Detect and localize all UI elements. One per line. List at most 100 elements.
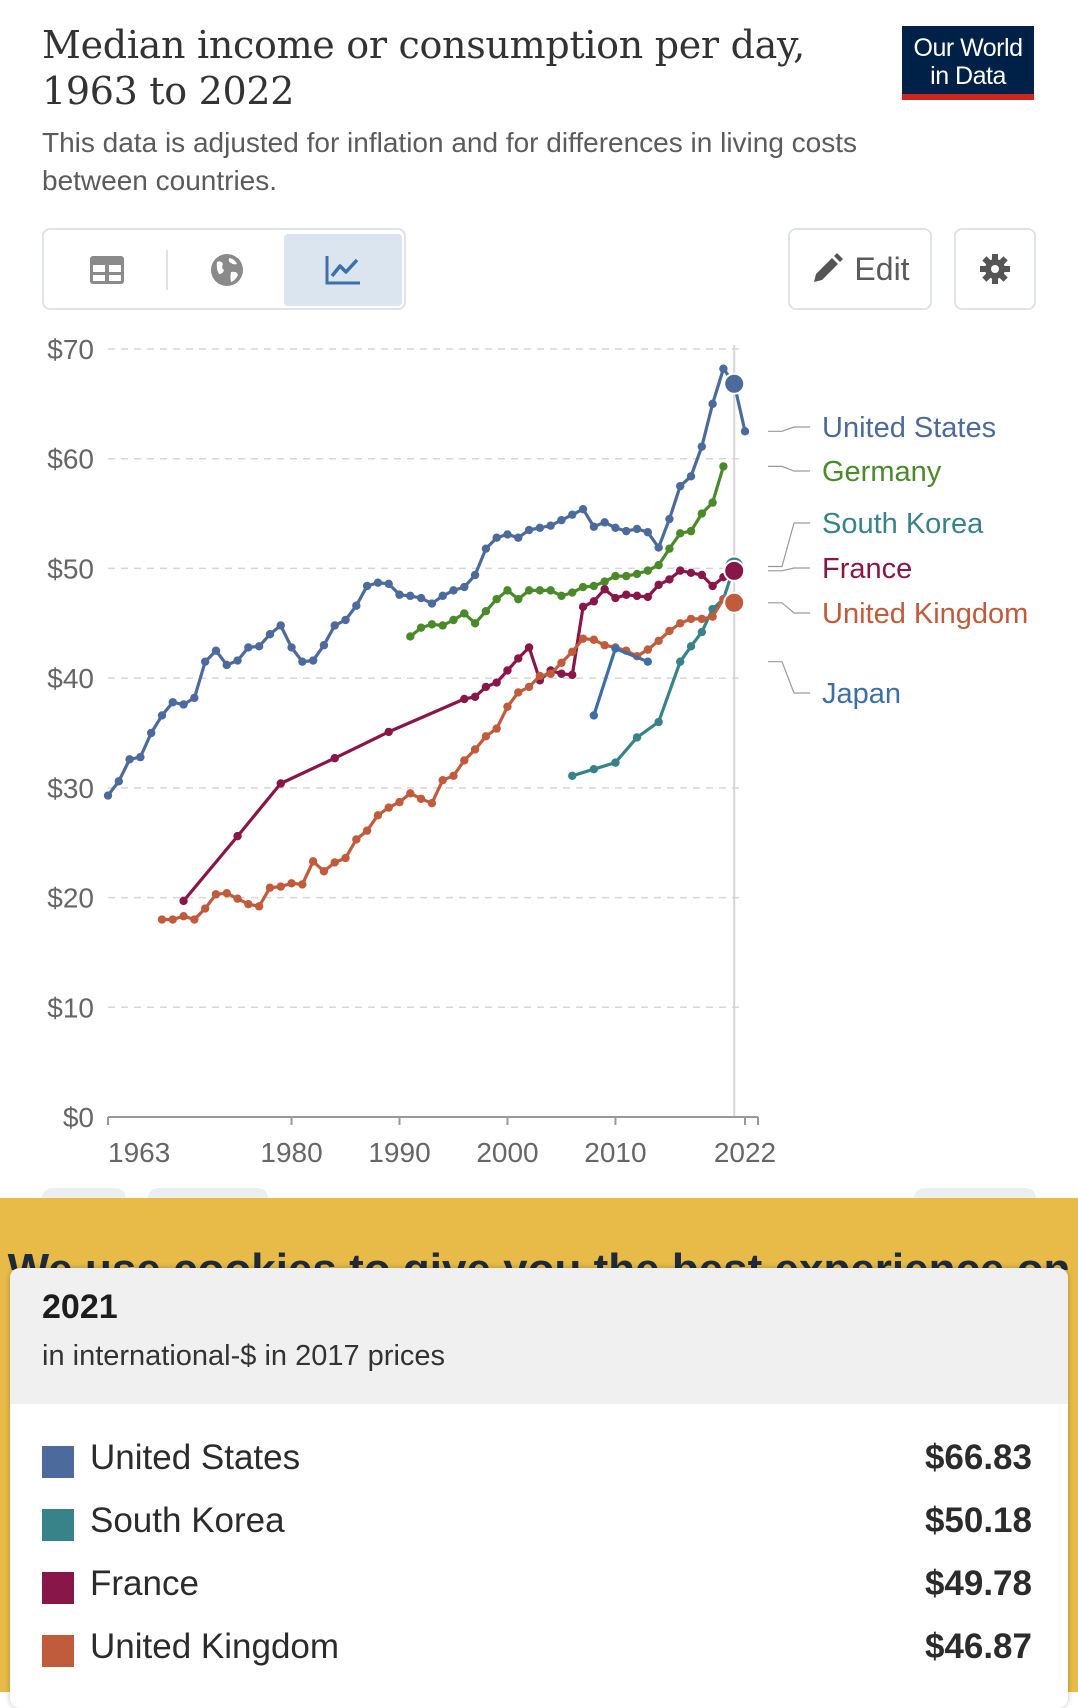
data-point [265, 630, 275, 639]
settings-button[interactable] [954, 228, 1036, 310]
y-tick-label: $20 [47, 883, 94, 914]
data-point [686, 526, 696, 536]
data-point [330, 621, 339, 630]
data-point [276, 882, 285, 891]
data-point [373, 578, 383, 587]
chart-subtitle: This data is adjusted for inflation and … [42, 127, 858, 196]
data-point [222, 660, 231, 670]
series-swatch [42, 1446, 74, 1478]
data-point [157, 915, 167, 924]
data-point [524, 525, 534, 535]
x-tick-label: 1980 [260, 1137, 322, 1168]
tooltip-unit: in international-$ in 2017 prices [42, 1340, 446, 1372]
data-point [308, 857, 318, 866]
data-point [179, 896, 188, 906]
line-chart[interactable]: $0 $10 $20 $30 $40 $50 $60 $70 1963 1980 1990 2000 2… [0, 320, 1078, 1200]
data-point [406, 789, 415, 798]
data-point [676, 566, 685, 575]
data-point [622, 590, 631, 599]
data-point [503, 586, 512, 595]
data-point [643, 528, 653, 537]
data-point [503, 666, 512, 675]
data-point [546, 521, 555, 530]
data-point [568, 670, 577, 680]
series-line [182, 569, 736, 902]
data-point [449, 771, 458, 780]
data-point [319, 867, 329, 876]
data-point [146, 728, 156, 738]
series-swatch [42, 1509, 74, 1541]
data-point [697, 509, 707, 518]
data-point [632, 524, 642, 534]
tab-chart[interactable] [284, 234, 402, 306]
tab-map[interactable] [168, 234, 286, 306]
tooltip-row: South Korea $50.18 [10, 1493, 1068, 1553]
data-point [276, 779, 285, 788]
leader-line [768, 602, 810, 614]
edit-button[interactable]: Edit [788, 228, 932, 310]
tooltip-row: United Kingdom $46.87 [10, 1619, 1068, 1679]
gear-icon [980, 254, 1010, 284]
data-point [211, 646, 221, 655]
data-point [470, 692, 480, 701]
data-point [406, 632, 415, 641]
data-point [622, 571, 631, 581]
hidden-control [914, 1188, 1036, 1200]
data-point [352, 835, 361, 844]
data-point [341, 615, 350, 625]
data-point [168, 915, 177, 924]
data-point [341, 853, 350, 863]
data-point [589, 711, 599, 720]
data-point [481, 607, 491, 616]
data-point [514, 688, 523, 697]
tooltip-series-name: United States [90, 1438, 301, 1477]
leader-line [768, 567, 810, 572]
data-point [643, 657, 653, 666]
data-point [589, 765, 599, 774]
data-point [233, 656, 242, 665]
data-point [449, 615, 458, 625]
owid-logo[interactable]: Our World in Data [902, 26, 1034, 100]
leader-line [768, 426, 810, 432]
tab-table[interactable] [48, 234, 166, 306]
series-end-label: United Kingdom [822, 598, 1028, 630]
x-tick-label: 1990 [368, 1137, 430, 1168]
data-point [438, 775, 447, 785]
x-tick-label: 2010 [584, 1137, 646, 1168]
data-point [503, 530, 512, 539]
data-point [179, 912, 188, 921]
data-point [719, 462, 728, 471]
data-point [438, 591, 447, 601]
data-point [654, 636, 663, 646]
series-end-label: United States [822, 412, 996, 444]
data-point [395, 797, 404, 807]
y-tick-label: $10 [47, 992, 94, 1023]
data-point [578, 634, 588, 643]
data-point [535, 586, 545, 595]
data-point [568, 771, 577, 780]
data-point [362, 581, 372, 591]
data-point [740, 427, 750, 436]
data-point [384, 727, 393, 737]
data-point [136, 752, 145, 762]
data-point [611, 593, 620, 603]
data-point [287, 879, 296, 888]
data-point [265, 883, 275, 892]
logo-line-2: in Data [930, 62, 1006, 90]
data-point [557, 658, 566, 667]
data-point [481, 544, 491, 553]
data-point [427, 599, 437, 608]
tab-divider [166, 250, 168, 290]
data-point [600, 518, 609, 527]
tooltip-row: France $49.78 [10, 1556, 1068, 1616]
series-swatch [42, 1635, 74, 1667]
data-point [416, 794, 426, 804]
data-point [546, 586, 555, 595]
x-tick-label: 2022 [714, 1137, 776, 1168]
line-chart-icon [325, 256, 360, 285]
data-point [416, 623, 426, 632]
tooltip-series-value: $49.78 [924, 1564, 1032, 1603]
data-point [665, 575, 674, 584]
data-point [460, 609, 469, 618]
data-point [254, 642, 264, 651]
